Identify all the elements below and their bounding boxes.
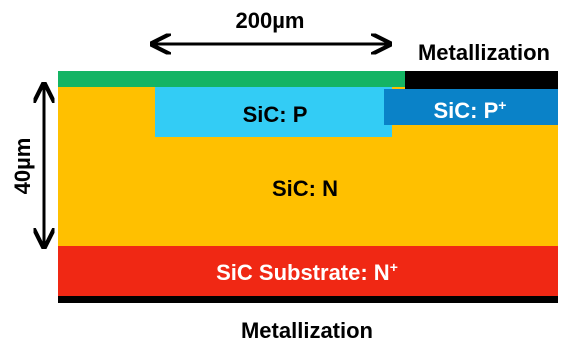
passivation-strip [58, 71, 405, 87]
substrate-superscript: + [390, 259, 398, 275]
thickness-dimension-label: 40µm [10, 138, 35, 195]
p-plus-region [384, 89, 558, 125]
p-region-label: SiC: P [243, 102, 308, 127]
p-plus-region-label: SiC: P+ [434, 97, 507, 123]
top-metallization-label: Metallization [418, 40, 550, 65]
bottom-metallization-label: Metallization [241, 318, 373, 343]
substrate-label: SiC Substrate: N+ [216, 259, 398, 285]
top-metal-contact [405, 71, 558, 89]
substrate-layer [58, 246, 558, 296]
bottom-metal-contact [58, 296, 558, 303]
p-plus-superscript: + [498, 97, 506, 113]
n-region-label: SiC: N [272, 176, 338, 201]
p-region [155, 87, 392, 137]
width-dimension-label: 200µm [236, 8, 305, 33]
